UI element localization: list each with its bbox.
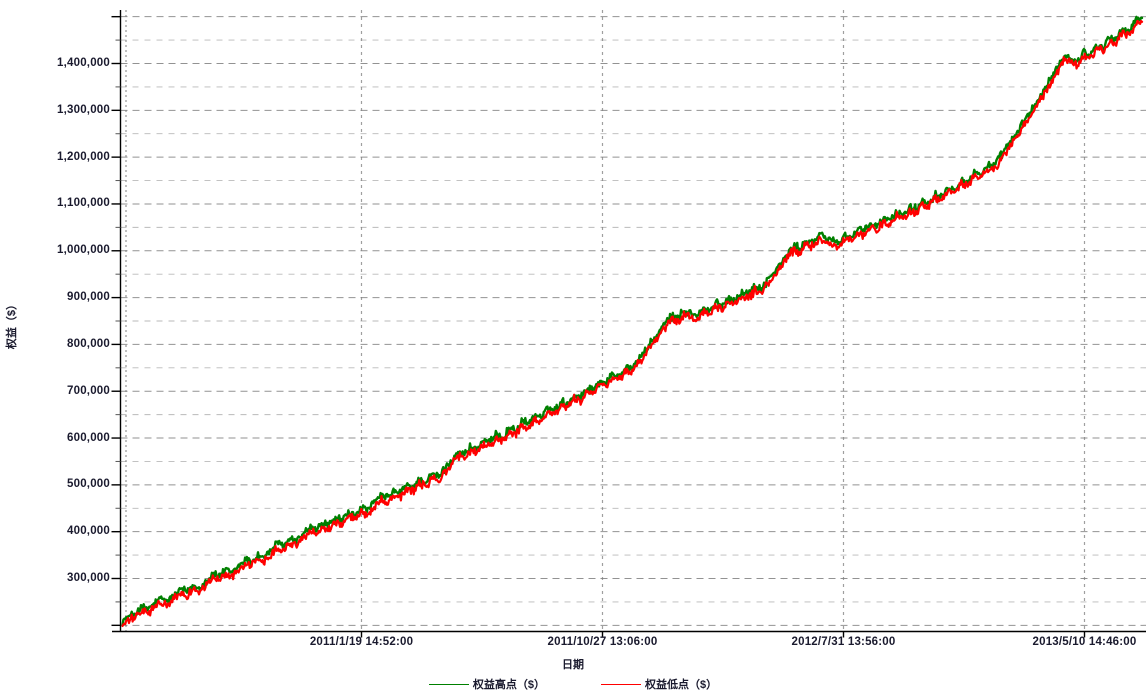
legend-label: 权益低点（$） bbox=[645, 679, 718, 691]
y-axis-tick-label: 1,100,000 bbox=[57, 197, 110, 210]
chart-legend: 权益高点（$） 权益低点（$） bbox=[0, 674, 1146, 694]
y-axis-tick-label: 900,000 bbox=[67, 291, 110, 304]
y-axis-tick-label: 500,000 bbox=[67, 478, 110, 491]
series-line-equity-low bbox=[121, 19, 1144, 628]
x-axis-title: 日期 bbox=[562, 659, 584, 671]
y-axis-tick-labels: 1,400,000 1,300,000 1,200,000 1,100,000 1,00… bbox=[0, 0, 110, 696]
y-axis-tick-label: 400,000 bbox=[67, 525, 110, 538]
y-axis-tick-label: 700,000 bbox=[67, 384, 110, 397]
y-axis-tick-label: 600,000 bbox=[67, 431, 110, 444]
major-gridlines bbox=[120, 16, 1146, 626]
minor-gridlines bbox=[120, 39, 1146, 603]
x-axis-tick-label: 2011/10/27 13:06:00 bbox=[547, 636, 658, 648]
y-axis-tick-label: 1,200,000 bbox=[57, 150, 110, 163]
y-axis-tick-label: 1,000,000 bbox=[57, 244, 110, 257]
vertical-gridlines bbox=[125, 10, 1086, 632]
legend-item[interactable]: 权益高点（$） bbox=[428, 676, 545, 692]
legend-label: 权益高点（$） bbox=[472, 679, 545, 691]
x-axis-tick-label: 2013/5/10 14:46:00 bbox=[1032, 636, 1137, 648]
x-axis-tick-label: 2012/7/31 13:56:00 bbox=[791, 636, 896, 648]
y-axis-tick-label: 1,300,000 bbox=[57, 103, 110, 116]
y-axis-tick-label: 800,000 bbox=[67, 337, 110, 350]
data-series bbox=[121, 15, 1144, 628]
y-axis-tick-marks bbox=[111, 15, 121, 627]
x-axis-tick-marks bbox=[360, 631, 1086, 638]
legend-line-swatch bbox=[601, 683, 641, 685]
x-axis-tick-label: 2011/1/19 14:52:00 bbox=[309, 636, 414, 648]
legend-item[interactable]: 权益低点（$） bbox=[601, 676, 717, 692]
legend-line-swatch bbox=[428, 683, 469, 685]
x-axis-tick-labels: 2011/1/19 14:52:00 2011/10/27 13:06:00 201… bbox=[0, 636, 1146, 656]
y-axis-tick-label: 300,000 bbox=[67, 572, 110, 584]
y-axis-tick-label: 1,400,000 bbox=[57, 57, 110, 69]
